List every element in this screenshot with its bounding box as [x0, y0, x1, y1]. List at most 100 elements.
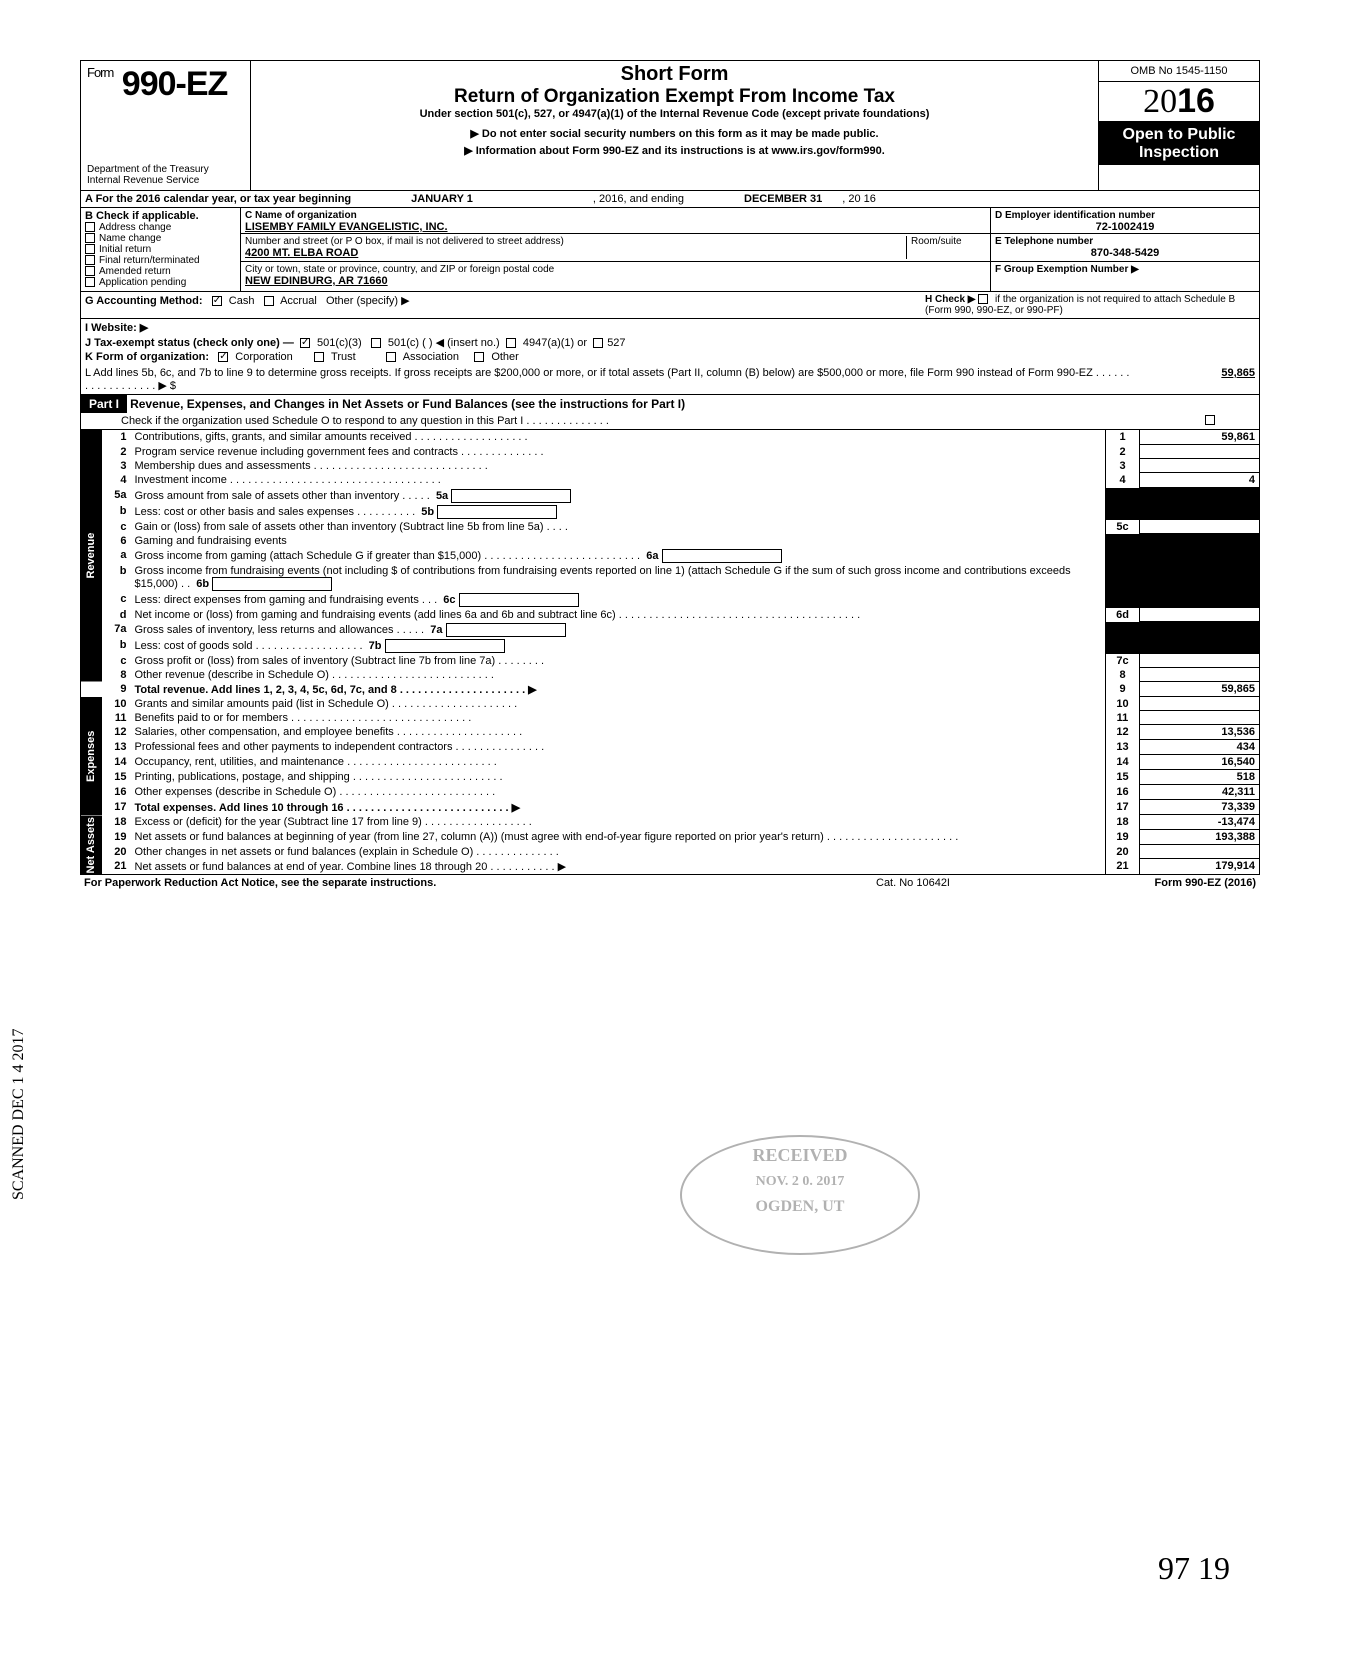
inner-7b[interactable]	[385, 639, 505, 653]
ln-4-num: 4	[103, 473, 131, 488]
checkbox-icon[interactable]	[85, 244, 95, 254]
ln-7c-amt	[1140, 654, 1260, 668]
scanned-stamp: SCANNED DEC 1 4 2017	[10, 1028, 28, 1200]
part1-check: Check if the organization used Schedule …	[81, 413, 1259, 429]
year-box: 2016	[1099, 82, 1259, 122]
ln-19-amt: 193,388	[1140, 830, 1260, 845]
ln-21-box: 21	[1106, 859, 1140, 875]
footer-mid: Cat. No 10642I	[876, 877, 1076, 889]
ln-6a-text: Gross income from gaming (attach Schedul…	[131, 548, 1106, 564]
checkbox-h[interactable]	[978, 294, 988, 304]
dept-irs: Internal Revenue Service	[87, 175, 244, 186]
inner-5b[interactable]	[437, 505, 557, 519]
ln-4-text: Investment income . . . . . . . . . . . …	[131, 473, 1106, 488]
ln-9-text: Total revenue. Add lines 1, 2, 3, 4, 5c,…	[131, 682, 1106, 697]
ln-6c-box	[1106, 592, 1140, 608]
col-b: B Check if applicable. Address change Na…	[81, 208, 241, 291]
checkbox-icon[interactable]	[85, 266, 95, 276]
part1-title: Revenue, Expenses, and Changes in Net As…	[130, 397, 685, 411]
row-a: A For the 2016 calendar year, or tax yea…	[80, 191, 1260, 208]
checkbox-trust[interactable]	[314, 352, 324, 362]
stamp-received: RECEIVED	[682, 1145, 918, 1166]
ln-16-box: 16	[1106, 785, 1140, 800]
ln-14-amt: 16,540	[1140, 755, 1260, 770]
checkbox-cash[interactable]	[212, 296, 222, 306]
ln-4-amt: 4	[1140, 473, 1260, 488]
ln-6d-box: 6d	[1106, 608, 1140, 622]
ln-6a-box	[1106, 548, 1140, 564]
ln-10-box: 10	[1106, 697, 1140, 711]
checkbox-corp[interactable]	[218, 352, 228, 362]
inner-7a[interactable]	[446, 623, 566, 637]
checkbox-501c[interactable]	[371, 338, 381, 348]
checkbox-501c3[interactable]	[300, 338, 310, 348]
l-amount: 59,865	[1135, 367, 1255, 392]
j-label: J Tax-exempt status (check only one) —	[85, 337, 294, 349]
inner-6c[interactable]	[459, 593, 579, 607]
ln-12-num: 12	[103, 725, 131, 740]
room-label: Room/suite	[906, 236, 986, 259]
ln-13-text: Professional fees and other payments to …	[131, 740, 1106, 755]
checkbox-assoc[interactable]	[386, 352, 396, 362]
checkbox-icon[interactable]	[85, 255, 95, 265]
c-label: C Name of organization	[245, 210, 986, 221]
ln-10-num: 10	[103, 697, 131, 711]
checkbox-scho[interactable]	[1205, 415, 1215, 425]
ln-6-box	[1106, 534, 1140, 548]
ln-21-num: 21	[103, 859, 131, 875]
ln-6b-text: Gross income from fundraising events (no…	[131, 564, 1106, 592]
checkbox-other[interactable]	[474, 352, 484, 362]
checkbox-527[interactable]	[593, 338, 603, 348]
k-label: K Form of organization:	[85, 351, 209, 363]
ln-3-amt	[1140, 459, 1260, 473]
ln-11-text: Benefits paid to or for members . . . . …	[131, 711, 1106, 725]
ln-16-text: Other expenses (describe in Schedule O) …	[131, 785, 1106, 800]
ln-8-text: Other revenue (describe in Schedule O) .…	[131, 668, 1106, 682]
open-public: Open to Public Inspection	[1099, 122, 1259, 165]
ln-18-amt: -13,474	[1140, 815, 1260, 830]
inner-5a[interactable]	[451, 489, 571, 503]
ln-2-text: Program service revenue including govern…	[131, 445, 1106, 459]
ln-5a-num: 5a	[103, 488, 131, 504]
checkbox-icon[interactable]	[85, 233, 95, 243]
ln-16-amt: 42,311	[1140, 785, 1260, 800]
received-stamp: RECEIVED NOV. 2 0. 2017 OGDEN, UT	[680, 1135, 920, 1255]
handwritten-note: 97 19	[1158, 1550, 1230, 1587]
ln-8-num: 8	[103, 668, 131, 682]
checkbox-4947[interactable]	[506, 338, 516, 348]
ln-2-box: 2	[1106, 445, 1140, 459]
inner-6b[interactable]	[212, 577, 332, 591]
ln-17-amt: 73,339	[1140, 800, 1260, 815]
checkbox-icon[interactable]	[85, 222, 95, 232]
ln-6-num: 6	[103, 534, 131, 548]
ln-7c-box: 7c	[1106, 654, 1140, 668]
form-page: Form 990-EZ Department of the Treasury I…	[0, 0, 1360, 1667]
ln-5b-num: b	[103, 504, 131, 520]
f-label: F Group Exemption Number ▶	[991, 261, 1259, 277]
h-side: H Check ▶ if the organization is not req…	[925, 294, 1255, 316]
open-l2: Inspection	[1101, 144, 1257, 162]
stamp-date: NOV. 2 0. 2017	[682, 1174, 918, 1190]
ln-9-amt: 59,865	[1140, 682, 1260, 697]
d-label: D Employer identification number	[995, 210, 1255, 221]
ln-7c-text: Gross profit or (loss) from sales of inv…	[131, 654, 1106, 668]
revenue-label: Revenue	[81, 430, 103, 682]
ln-7b-text: Less: cost of goods sold . . . . . . . .…	[131, 638, 1106, 654]
ln-5c-amt	[1140, 520, 1260, 534]
ln-5b-text: Less: cost or other basis and sales expe…	[131, 504, 1106, 520]
ln-3-num: 3	[103, 459, 131, 473]
ln-19-text: Net assets or fund balances at beginning…	[131, 830, 1106, 845]
phone: 870-348-5429	[995, 247, 1255, 259]
checkbox-icon[interactable]	[85, 277, 95, 287]
row-a-begin: JANUARY 1	[411, 193, 473, 205]
ln-1-box: 1	[1106, 430, 1140, 445]
inner-6a[interactable]	[662, 549, 782, 563]
checkbox-accrual[interactable]	[264, 296, 274, 306]
ln-7c-num: c	[103, 654, 131, 668]
ln-20-num: 20	[103, 845, 131, 859]
part1-header: Part I Revenue, Expenses, and Changes in…	[80, 395, 1260, 430]
donot-line: ▶ Do not enter social security numbers o…	[257, 127, 1092, 140]
block-bf: B Check if applicable. Address change Na…	[80, 208, 1260, 292]
row-ijk: I Website: ▶ J Tax-exempt status (check …	[80, 319, 1260, 365]
ln-7b-amt	[1140, 638, 1260, 654]
